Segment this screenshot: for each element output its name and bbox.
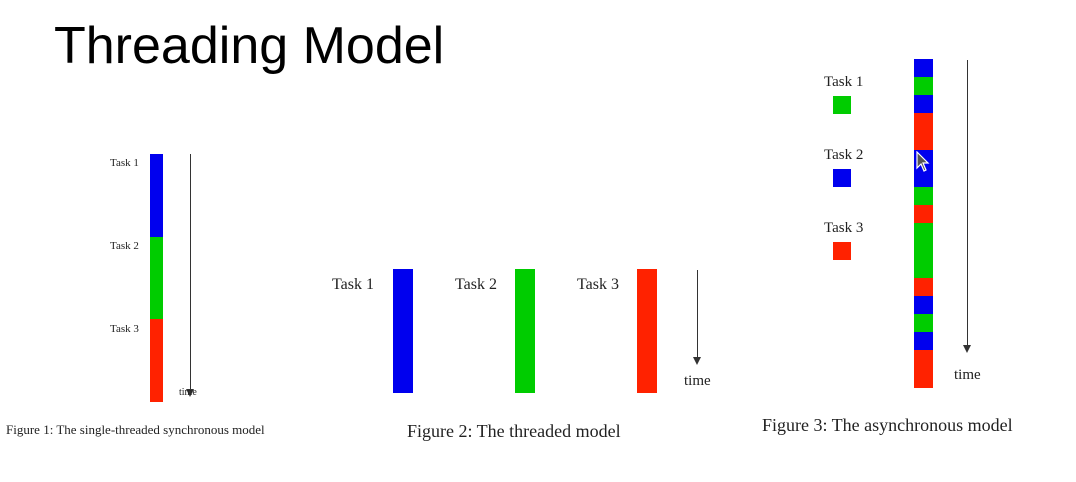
- fig3-legend-task2-swatch: [833, 169, 851, 187]
- fig3-segment-task3: [914, 113, 933, 150]
- fig3-legend-task3-swatch: [833, 242, 851, 260]
- fig3-segment-task2: [914, 223, 933, 278]
- fig3-segment-task1: [914, 296, 933, 314]
- fig1-time-arrow-line: [190, 154, 191, 390]
- mouse-pointer-icon: [916, 151, 930, 172]
- fig2-task1-label: Task 1: [332, 276, 374, 293]
- fig3-segment-task1: [914, 59, 933, 77]
- fig3-legend-task3-label: Task 3: [824, 220, 864, 236]
- fig2-task3-label: Task 3: [577, 276, 619, 293]
- fig1-task3-label: Task 3: [110, 323, 139, 335]
- fig1-task1-label: Task 1: [110, 157, 139, 169]
- fig2-caption: Figure 2: The threaded model: [407, 421, 621, 441]
- fig3-segment-task1: [914, 95, 933, 113]
- fig2-time-arrow-line: [697, 270, 698, 358]
- fig1-task2-label: Task 2: [110, 240, 139, 252]
- fig3-segment-task3: [914, 350, 933, 388]
- fig1-caption: Figure 1: The single-threaded synchronou…: [6, 422, 265, 437]
- fig3-legend-task1-swatch: [833, 96, 851, 114]
- fig1-task2-bar: [150, 237, 163, 319]
- fig2-time-arrow-head-icon: [693, 357, 701, 365]
- fig3-segment-task3: [914, 205, 933, 223]
- fig3-legend-task1-label: Task 1: [824, 74, 864, 90]
- slide-title: Threading Model: [54, 17, 445, 75]
- fig3-segment-task2: [914, 187, 933, 205]
- fig1-time-arrow-head-icon: [186, 389, 194, 397]
- fig3-segment-task3: [914, 278, 933, 296]
- fig3-legend-task2-label: Task 2: [824, 147, 864, 163]
- fig2-time-label: time: [684, 373, 711, 389]
- fig2-task1-bar: [393, 269, 413, 393]
- fig3-segment-task2: [914, 314, 933, 332]
- fig3-segment-task1: [914, 332, 933, 350]
- fig3-time-arrow-head-icon: [963, 345, 971, 353]
- fig1-task3-bar: [150, 319, 163, 402]
- fig3-caption: Figure 3: The asynchronous model: [762, 415, 1013, 435]
- fig1-time-label: time: [179, 387, 197, 398]
- fig2-task3-bar: [637, 269, 657, 393]
- fig2-task2-bar: [515, 269, 535, 393]
- fig3-async-timeline-bar: [914, 59, 933, 388]
- fig1-task1-bar: [150, 154, 163, 237]
- fig3-time-label: time: [954, 367, 981, 383]
- fig3-segment-task2: [914, 77, 933, 95]
- fig3-time-arrow-line: [967, 60, 968, 346]
- fig2-task2-label: Task 2: [455, 276, 497, 293]
